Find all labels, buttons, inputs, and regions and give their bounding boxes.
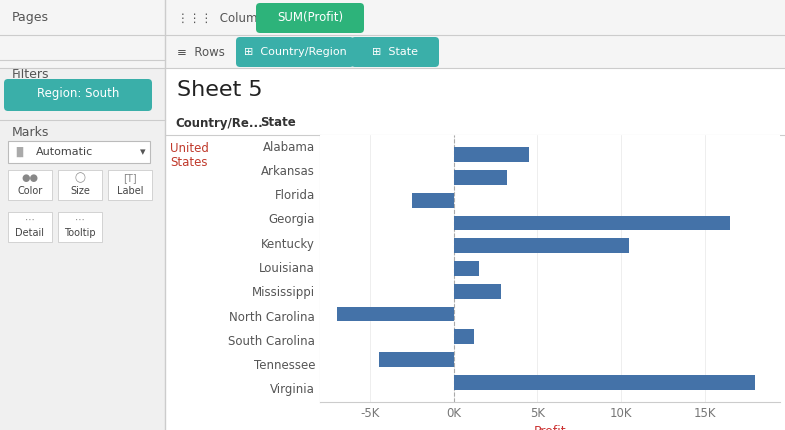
Bar: [454, 215, 730, 230]
Bar: [165, 68, 785, 430]
FancyBboxPatch shape: [4, 79, 152, 111]
Bar: [337, 307, 454, 322]
Text: Color: Color: [17, 186, 42, 196]
Text: North Carolina: North Carolina: [229, 310, 315, 323]
Text: Arkansas: Arkansas: [261, 165, 315, 178]
Bar: [454, 147, 529, 162]
Text: Label: Label: [117, 186, 143, 196]
Bar: [8, 141, 150, 163]
Bar: [454, 329, 474, 344]
Text: Filters: Filters: [12, 68, 49, 82]
Text: Tooltip: Tooltip: [64, 228, 96, 238]
Text: ≡  Rows: ≡ Rows: [177, 46, 225, 58]
Bar: [58, 212, 102, 242]
Text: SUM(Profit): SUM(Profit): [277, 12, 343, 25]
Bar: [454, 238, 630, 253]
Bar: [8, 212, 52, 242]
Bar: [0, 61, 165, 68]
Text: ⊞  State: ⊞ State: [372, 47, 418, 57]
Text: [T]: [T]: [123, 173, 137, 183]
Bar: [454, 261, 479, 276]
Text: ▐▌: ▐▌: [13, 147, 27, 157]
Text: ●●: ●●: [21, 173, 38, 183]
Bar: [58, 170, 102, 200]
FancyBboxPatch shape: [236, 37, 354, 67]
Text: States: States: [170, 157, 207, 169]
Text: Region: South: Region: South: [37, 86, 119, 99]
Bar: [8, 170, 52, 200]
Bar: [412, 193, 454, 208]
Text: ◯: ◯: [75, 173, 86, 183]
Text: Kentucky: Kentucky: [261, 238, 315, 251]
Bar: [454, 375, 755, 390]
Text: State: State: [260, 117, 296, 129]
Bar: [454, 284, 501, 299]
Text: Size: Size: [70, 186, 90, 196]
Text: Detail: Detail: [16, 228, 45, 238]
Text: Country/Re...: Country/Re...: [175, 117, 263, 129]
Text: Florida: Florida: [275, 189, 315, 202]
Text: South Carolina: South Carolina: [228, 335, 315, 348]
Text: ⋯: ⋯: [25, 215, 35, 225]
Text: Louisiana: Louisiana: [259, 262, 315, 275]
Text: ⋮⋮⋮  Columns: ⋮⋮⋮ Columns: [177, 12, 271, 25]
Text: Sheet 5: Sheet 5: [177, 80, 263, 100]
Bar: [454, 170, 507, 185]
Text: Georgia: Georgia: [268, 213, 315, 227]
Text: United: United: [170, 141, 209, 154]
FancyBboxPatch shape: [256, 3, 364, 33]
Bar: [378, 352, 454, 367]
Bar: [0, 0, 165, 430]
Text: Pages: Pages: [12, 12, 49, 25]
FancyBboxPatch shape: [351, 37, 439, 67]
Text: ⋯: ⋯: [75, 215, 85, 225]
Bar: [0, 0, 785, 68]
Text: Marks: Marks: [12, 126, 49, 139]
Text: Virginia: Virginia: [270, 384, 315, 396]
Text: ▾: ▾: [141, 147, 146, 157]
Text: ⊞  Country/Region: ⊞ Country/Region: [243, 47, 346, 57]
Text: Mississippi: Mississippi: [252, 286, 315, 299]
Text: Alabama: Alabama: [263, 141, 315, 154]
Text: Automatic: Automatic: [36, 147, 93, 157]
Text: Tennessee: Tennessee: [254, 359, 315, 372]
X-axis label: Profit: Profit: [534, 425, 566, 430]
Bar: [108, 170, 152, 200]
